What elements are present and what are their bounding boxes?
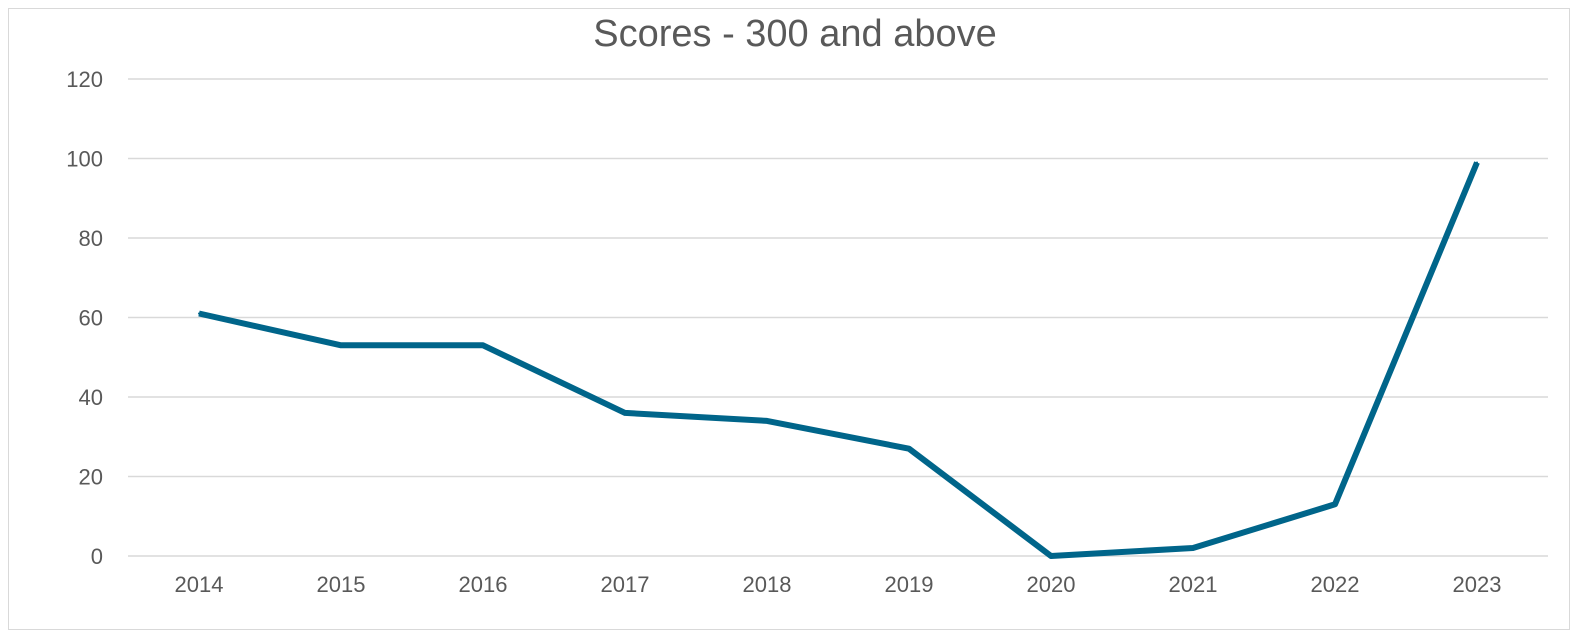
- x-tick-label: 2016: [459, 572, 508, 597]
- data-point-2017: [624, 411, 626, 414]
- data-point-2015: [340, 344, 342, 347]
- x-tick-label: 2020: [1027, 572, 1076, 597]
- data-point-2018: [766, 419, 768, 422]
- chart-title: Scores - 300 and above: [593, 13, 997, 55]
- data-point-2016: [482, 344, 484, 347]
- x-tick-label: 2015: [317, 572, 366, 597]
- x-tick-label: 2021: [1169, 572, 1218, 597]
- y-tick-label: 80: [79, 226, 103, 251]
- chart-frame: [8, 8, 1570, 630]
- y-tick-label: 120: [66, 67, 103, 92]
- data-point-2020: [1050, 555, 1052, 557]
- x-tick-label: 2014: [175, 572, 224, 597]
- x-tick-label: 2017: [601, 572, 650, 597]
- y-tick-label: 60: [79, 306, 103, 331]
- data-point-2014: [198, 312, 200, 315]
- data-point-2022: [1334, 503, 1336, 506]
- x-axis-ticks: 2014 2015 2016 2017 2018 2019 2020 2021 2022 2023: [175, 572, 1502, 597]
- data-point-2023: [1476, 161, 1478, 164]
- x-tick-label: 2022: [1311, 572, 1360, 597]
- series-line-0: [198, 161, 1480, 559]
- y-tick-label: 0: [91, 544, 103, 569]
- x-tick-label: 2018: [743, 572, 792, 597]
- x-tick-label: 2023: [1453, 572, 1502, 597]
- y-tick-label: 40: [79, 385, 103, 410]
- data-point-2019: [908, 447, 910, 450]
- series-layer: [198, 161, 1480, 559]
- y-tick-label: 100: [66, 147, 103, 172]
- gridlines: [128, 78, 1548, 557]
- x-tick-label: 2019: [885, 572, 934, 597]
- y-axis-ticks: 0 20 40 60 80 100 120: [66, 67, 103, 569]
- data-point-2021: [1192, 547, 1194, 550]
- y-tick-label: 20: [79, 465, 103, 490]
